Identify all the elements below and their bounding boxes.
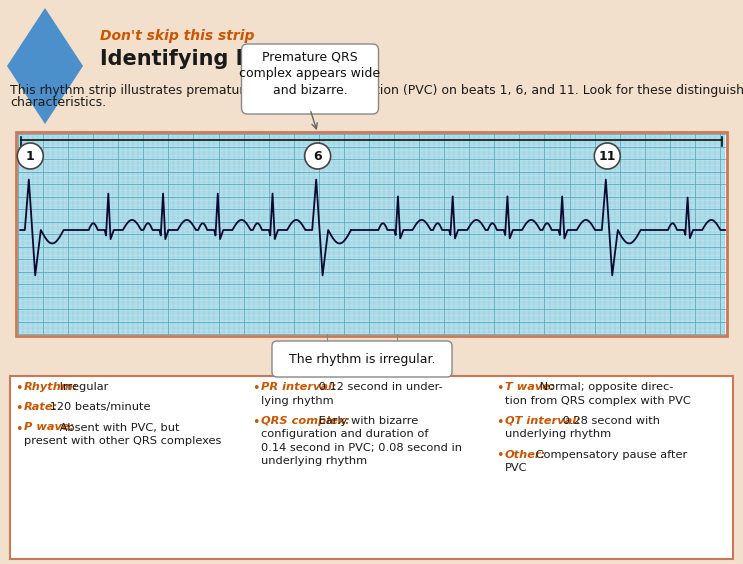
Text: underlying rhythm: underlying rhythm [505,429,611,439]
Text: PVC: PVC [505,463,528,473]
Text: This rhythm strip illustrates premature ventricular contraction (PVC) on beats 1: This rhythm strip illustrates premature … [10,84,743,97]
Text: P wave:: P wave: [24,422,74,433]
FancyBboxPatch shape [272,341,452,377]
Text: 0.28 second with: 0.28 second with [559,416,660,426]
Text: lying rhythm: lying rhythm [261,395,334,406]
Text: Don't skip this strip: Don't skip this strip [100,29,254,43]
Text: QRS complex:: QRS complex: [261,416,350,426]
Text: Identifying PVCs: Identifying PVCs [100,49,295,69]
Text: •: • [15,422,22,435]
Text: configuration and duration of: configuration and duration of [261,429,429,439]
Text: •: • [15,382,22,395]
Text: 120 beats/minute: 120 beats/minute [47,402,151,412]
FancyBboxPatch shape [241,44,378,114]
Text: 0.14 second in PVC; 0.08 second in: 0.14 second in PVC; 0.08 second in [261,443,462,453]
Text: •: • [496,416,504,429]
Text: PR interval:: PR interval: [261,382,337,392]
Text: Compensatory pause after: Compensatory pause after [532,450,687,460]
Text: Absent with PVC, but: Absent with PVC, but [56,422,179,433]
Text: •: • [252,416,259,429]
Text: The rhythm is irregular.: The rhythm is irregular. [289,352,435,365]
Text: Rhythm:: Rhythm: [24,382,78,392]
Text: tion from QRS complex with PVC: tion from QRS complex with PVC [505,395,691,406]
Text: •: • [15,402,22,415]
Text: characteristics.: characteristics. [10,96,106,109]
Text: underlying rhythm: underlying rhythm [261,456,367,466]
Text: •: • [496,450,504,462]
Circle shape [594,143,620,169]
Polygon shape [7,8,83,124]
FancyBboxPatch shape [16,132,727,336]
Text: •: • [496,382,504,395]
FancyBboxPatch shape [10,376,733,559]
Text: Irregular: Irregular [56,382,108,392]
Text: QT interval:: QT interval: [505,416,580,426]
Text: Normal; opposite direc-: Normal; opposite direc- [536,382,674,392]
Text: 6: 6 [314,149,322,162]
Text: •: • [252,382,259,395]
Circle shape [17,143,43,169]
Text: T wave:: T wave: [505,382,554,392]
Text: Other:: Other: [505,450,546,460]
Text: 0.12 second in under-: 0.12 second in under- [315,382,443,392]
Text: 1: 1 [26,149,35,162]
Text: 11: 11 [599,149,616,162]
Text: Early with bizarre: Early with bizarre [315,416,418,426]
Circle shape [305,143,331,169]
Text: present with other QRS complexes: present with other QRS complexes [24,436,221,446]
Text: Premature QRS
complex appears wide
and bizarre.: Premature QRS complex appears wide and b… [239,51,380,98]
FancyBboxPatch shape [18,134,725,334]
Text: Rate:: Rate: [24,402,58,412]
